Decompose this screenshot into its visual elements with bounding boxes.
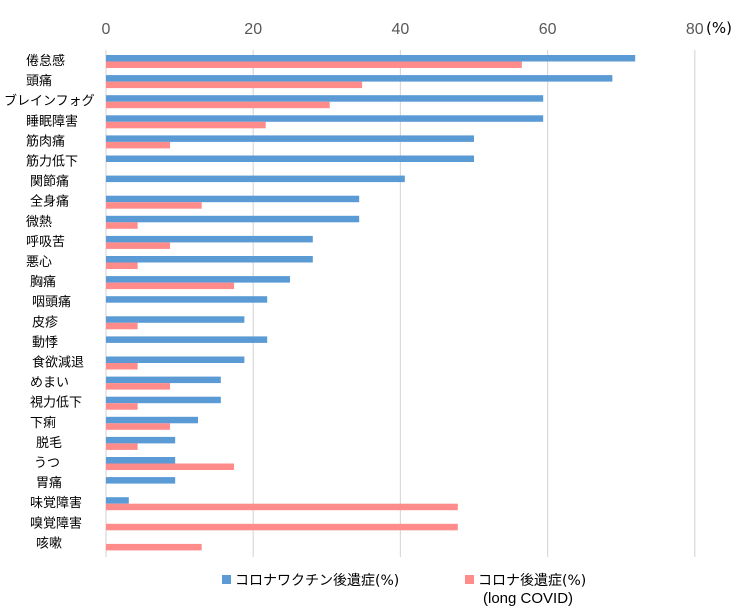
category-label: 胸痛 xyxy=(30,274,56,290)
category-label: 皮疹 xyxy=(32,314,58,330)
bar-vaccine xyxy=(106,155,474,162)
x-tick-label: 0 xyxy=(102,21,111,38)
bar-chart: 0 20 40 60 80 (%) 倦怠感頭痛ブレインフォグ睡眠障害筋肉痛筋力低下関節痛… xyxy=(4,19,732,557)
bars xyxy=(106,55,636,551)
bar-long-covid xyxy=(106,503,458,511)
bar-long-covid xyxy=(106,101,330,109)
gridlines xyxy=(105,50,696,557)
category-labels: 倦怠感頭痛ブレインフォグ睡眠障害筋肉痛筋力低下関節痛全身痛微熱呼吸苦悪心胸痛咽頭… xyxy=(4,53,95,551)
category-label: めまい xyxy=(30,376,69,391)
bar-vaccine xyxy=(106,316,245,323)
bar-vaccine xyxy=(106,75,613,82)
bar-vaccine xyxy=(106,215,360,223)
bar-long-covid xyxy=(106,141,171,149)
bar-long-covid xyxy=(106,463,235,470)
category-label: 頭痛 xyxy=(26,73,52,89)
bar-long-covid xyxy=(106,262,138,269)
bar-vaccine xyxy=(106,416,198,424)
legend-item-long-covid: コロナ後遺症(%) (long COVID) xyxy=(465,570,586,607)
bar-long-covid xyxy=(106,242,171,249)
bar-long-covid xyxy=(106,222,138,229)
bar-long-covid xyxy=(106,443,138,450)
category-label: 脱毛 xyxy=(36,436,62,451)
category-label: 味覚障害 xyxy=(30,495,82,511)
bar-vaccine xyxy=(106,497,129,504)
bar-long-covid xyxy=(106,543,202,551)
bar-vaccine xyxy=(106,356,245,363)
bar-long-covid xyxy=(106,202,202,209)
category-label: 動悸 xyxy=(32,335,58,350)
bar-vaccine xyxy=(106,336,268,343)
category-label: 咳嗽 xyxy=(36,536,62,551)
legend-label-long-covid: コロナ後遺症(%) xyxy=(478,573,587,589)
bar-long-covid xyxy=(106,81,363,89)
bar-vaccine xyxy=(106,235,313,243)
bar-vaccine xyxy=(106,396,221,404)
legend-label-vaccine: コロナワクチン後遺症(%) xyxy=(235,573,400,589)
bar-vaccine xyxy=(106,256,313,263)
category-label: ブレインフォグ xyxy=(4,93,95,109)
bar-vaccine xyxy=(106,95,544,102)
category-label: 関節痛 xyxy=(30,174,69,190)
category-label: 胃痛 xyxy=(36,475,62,491)
bar-vaccine xyxy=(106,477,176,484)
bar-vaccine xyxy=(106,436,176,444)
x-axis-unit: (%) xyxy=(706,19,732,37)
x-tick-label: 80 xyxy=(686,21,704,38)
bar-long-covid xyxy=(106,363,138,370)
bar-long-covid xyxy=(106,423,171,430)
category-label: 悪心 xyxy=(26,255,52,270)
category-label: 微熱 xyxy=(26,215,52,230)
bar-vaccine xyxy=(106,135,474,142)
legend-sublabel-long-covid: (long COVID) xyxy=(483,590,574,607)
category-label: 食欲減退 xyxy=(32,355,84,371)
legend-item-vaccine: コロナワクチン後遺症(%) xyxy=(222,570,399,590)
bar-long-covid xyxy=(106,121,266,129)
category-label: 筋肉痛 xyxy=(26,133,65,149)
category-label: 睡眠障害 xyxy=(26,113,78,129)
bar-long-covid xyxy=(106,61,522,68)
x-tick-label: 60 xyxy=(539,21,557,38)
x-tick-label: 40 xyxy=(392,21,410,38)
bar-vaccine xyxy=(106,195,360,203)
x-tick-label: 20 xyxy=(244,21,262,38)
bar-vaccine xyxy=(106,296,268,303)
category-label: 倦怠感 xyxy=(26,53,65,69)
bar-vaccine xyxy=(106,175,405,183)
category-label: 咽頭痛 xyxy=(32,294,71,310)
bar-long-covid xyxy=(106,523,458,531)
category-label: 下痢 xyxy=(30,415,56,431)
legend-swatch-long-covid xyxy=(465,575,474,584)
x-axis-ticks: 0 20 40 60 80 xyxy=(102,21,704,38)
legend-swatch-vaccine xyxy=(222,575,231,584)
bar-vaccine xyxy=(106,276,290,283)
bar-vaccine xyxy=(106,55,636,62)
category-label: うつ xyxy=(34,456,60,471)
bar-vaccine xyxy=(106,115,544,122)
category-label: 筋力低下 xyxy=(26,154,78,170)
category-label: 視力低下 xyxy=(30,396,82,411)
bar-long-covid xyxy=(106,322,138,330)
bar-long-covid xyxy=(106,282,235,290)
bar-long-covid xyxy=(106,383,171,390)
bar-vaccine xyxy=(106,457,176,464)
bar-long-covid xyxy=(106,403,138,410)
bar-vaccine xyxy=(106,376,221,384)
category-label: 嗅覚障害 xyxy=(30,515,82,531)
category-label: 呼吸苦 xyxy=(26,234,65,250)
category-label: 全身痛 xyxy=(30,194,69,210)
